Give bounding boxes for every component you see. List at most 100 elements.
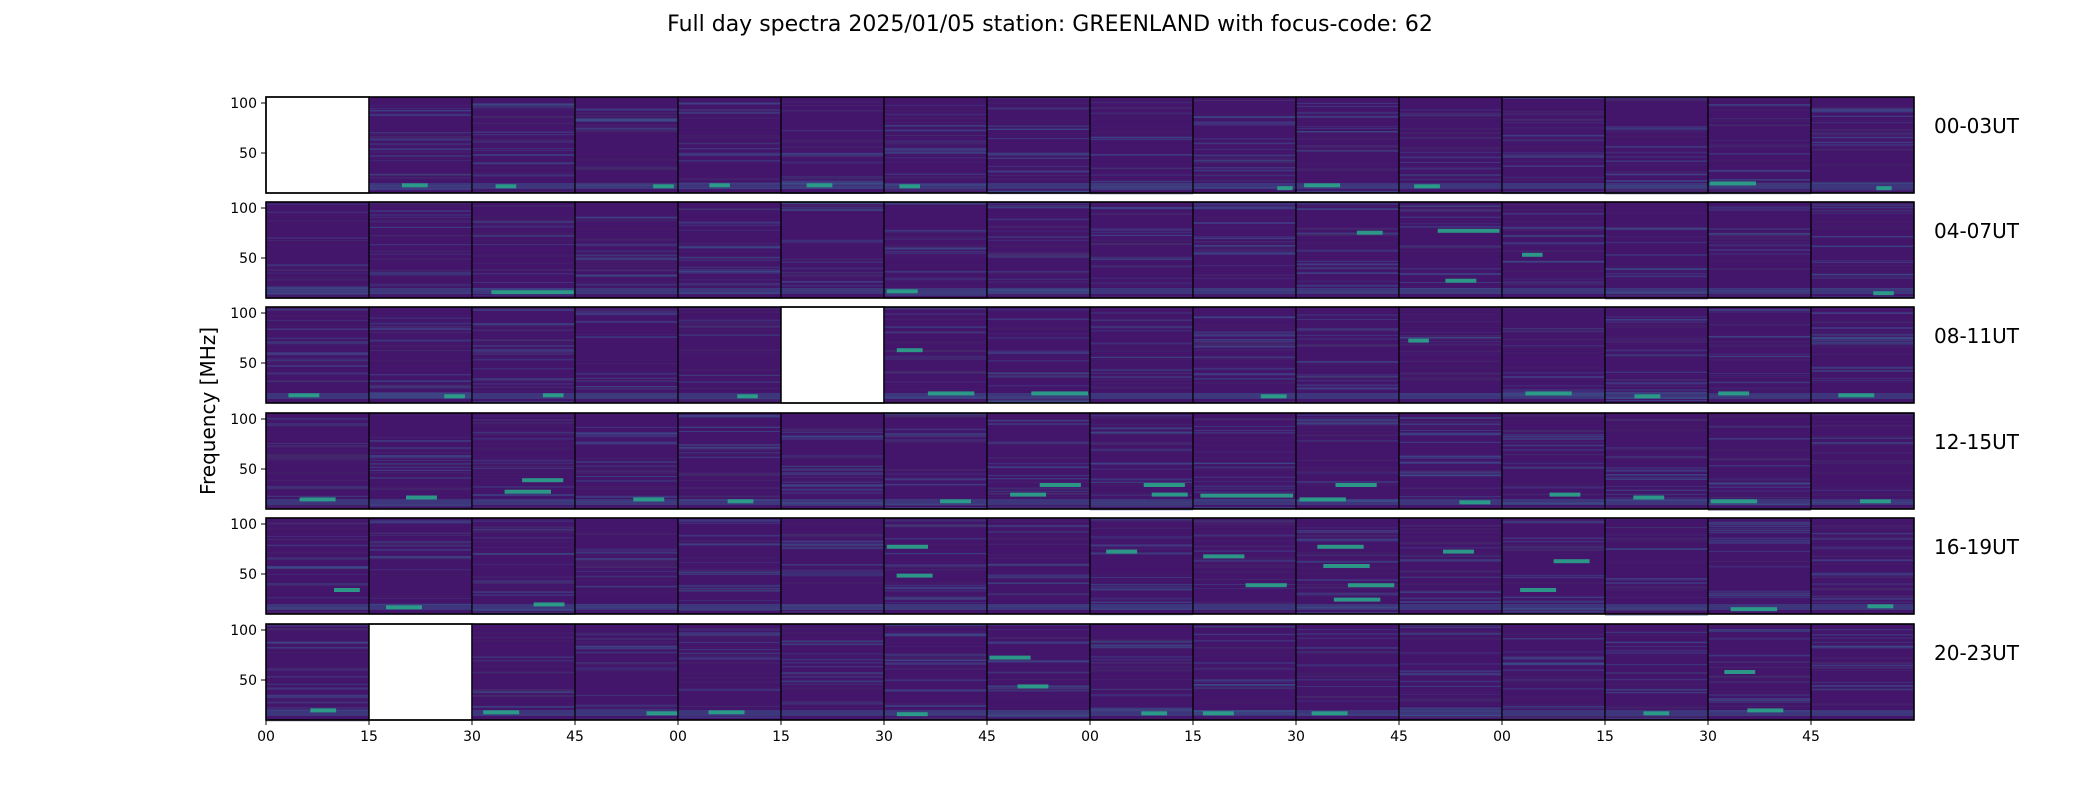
spectrum-noise-line — [266, 697, 369, 699]
emission-band — [1356, 230, 1383, 235]
spectrum-noise-line — [1193, 261, 1296, 264]
spectrum-noise-line — [678, 319, 781, 322]
spectrum-noise-line — [884, 271, 987, 273]
y-tick-label: 50 — [239, 462, 257, 478]
spectrum-noise-line — [1811, 353, 1914, 355]
spectrum-noise-line — [369, 220, 472, 223]
spectrum-noise-line — [472, 594, 575, 596]
spectrum-noise-line — [884, 507, 987, 508]
spectrum-noise-line — [1193, 462, 1296, 464]
spectrum-noise-line — [1708, 494, 1811, 497]
spectrum-noise-line — [1811, 547, 1914, 549]
spectrum-noise-line — [1811, 225, 1914, 228]
spectrum-noise-line — [472, 114, 575, 117]
spectrum-noise-line — [678, 474, 781, 477]
spectrum-noise-line — [1193, 179, 1296, 182]
spectrum-background — [1399, 202, 1502, 298]
spectrum-noise-line — [987, 175, 1090, 176]
spectrum-noise-line — [1811, 119, 1914, 121]
spectrum-noise-line — [987, 496, 1090, 498]
spectrum-noise-line — [1811, 576, 1914, 578]
spectrum-background — [266, 202, 369, 298]
spectrum-noise-line — [1708, 358, 1811, 361]
spectrum-noise-line — [1502, 656, 1605, 658]
spectrum-noise-line — [884, 415, 987, 417]
spectrum-noise-line — [266, 264, 369, 266]
spectrum-background — [369, 97, 472, 193]
spectrum-noise-line — [369, 216, 472, 219]
spectrum-noise-line — [1502, 329, 1605, 332]
spectrum-noise-line — [1811, 598, 1914, 600]
spectrum-noise-line — [266, 449, 369, 451]
spectrum-noise-line — [884, 399, 987, 402]
spectrum-background — [1296, 413, 1399, 509]
low-band — [1502, 183, 1605, 189]
spectrum-noise-line — [1605, 355, 1708, 357]
low-band — [884, 499, 987, 505]
spectrum-noise-line — [1502, 453, 1605, 456]
spectrum-noise-line — [1296, 422, 1399, 425]
spectrum-noise-line — [678, 519, 781, 521]
spectrum-noise-line — [781, 285, 884, 287]
spectrum-noise-line — [1193, 165, 1296, 167]
spectrum-noise-line — [1193, 668, 1296, 670]
spectrum-noise-line — [1193, 121, 1296, 124]
spectrum-noise-line — [1399, 112, 1502, 115]
low-band — [1193, 393, 1296, 399]
spectrum-noise-line — [884, 653, 987, 655]
spectrum-noise-line — [1296, 431, 1399, 433]
spectrum-noise-line — [1399, 372, 1502, 375]
spectrum-noise-line — [781, 628, 884, 630]
spectrum-noise-line — [1708, 189, 1811, 191]
spectrum-noise-line — [266, 687, 369, 690]
spectrum-noise-line — [1708, 701, 1811, 703]
spectrum-noise-line — [575, 491, 678, 493]
spectrum-noise-line — [1296, 284, 1399, 287]
spectrum-noise-line — [1193, 556, 1296, 559]
spectrum-noise-line — [369, 258, 472, 260]
spectrum-noise-line — [472, 637, 575, 638]
spectrum-noise-line — [575, 670, 678, 673]
spectrum-noise-line — [1708, 594, 1811, 597]
spectrum-noise-line — [1399, 360, 1502, 363]
spectrum-noise-line — [1502, 449, 1605, 451]
spectrum-noise-line — [1502, 385, 1605, 387]
spectrum-noise-line — [678, 375, 781, 376]
spectrum-noise-line — [1708, 438, 1811, 440]
spectrum-noise-line — [884, 313, 987, 315]
spectrum-noise-line — [781, 109, 884, 112]
spectrum-noise-line — [1811, 136, 1914, 139]
spectrum-background — [1811, 97, 1914, 193]
spectrum-noise-line — [884, 473, 987, 475]
low-band — [1605, 183, 1708, 189]
spectrum-noise-line — [369, 253, 472, 255]
spectrum-noise-line — [1296, 440, 1399, 442]
spectrum-noise-line — [1502, 235, 1605, 237]
spectrum-panel — [1501, 306, 1606, 404]
spectrum-noise-line — [1296, 439, 1399, 442]
spectrum-noise-line — [1399, 583, 1502, 586]
spectrum-noise-line — [472, 115, 575, 118]
spectrum-noise-line — [472, 529, 575, 531]
spectrum-noise-line — [266, 341, 369, 344]
spectrum-panel — [780, 201, 885, 299]
spectrum-noise-line — [266, 424, 369, 427]
spectrum-noise-line — [1193, 536, 1296, 537]
spectrum-noise-line — [472, 526, 575, 529]
spectrum-noise-line — [1605, 689, 1708, 691]
spectrum-noise-line — [781, 207, 884, 209]
spectrum-noise-line — [1502, 467, 1605, 469]
spectrum-noise-line — [1090, 228, 1193, 231]
spectrum-noise-line — [781, 455, 884, 457]
spectrum-noise-line — [1502, 242, 1605, 245]
spectrum-noise-line — [472, 262, 575, 264]
spectrum-panel — [677, 306, 782, 404]
spectrum-noise-line — [266, 694, 369, 697]
spectrum-noise-line — [987, 360, 1090, 362]
spectrum-panel — [368, 517, 473, 615]
spectrum-noise-line — [1090, 448, 1193, 451]
spectrum-noise-line — [1605, 467, 1708, 469]
spectrum-noise-line — [678, 112, 781, 114]
emission-band — [1873, 291, 1894, 296]
spectrum-background — [472, 518, 575, 614]
